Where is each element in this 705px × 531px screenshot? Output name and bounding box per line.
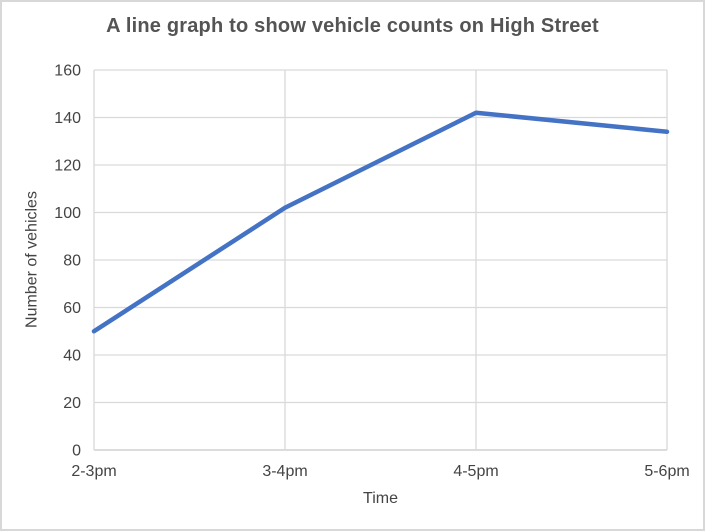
y-tick-label: 160 <box>54 63 81 80</box>
y-tick-label: 20 <box>63 395 81 412</box>
x-axis-title: Time <box>363 490 398 507</box>
y-tick-label: 40 <box>63 348 81 365</box>
y-tick-label: 140 <box>54 110 81 127</box>
y-tick-label: 120 <box>54 158 81 175</box>
y-tick-label: 0 <box>72 443 81 460</box>
x-category-label: 3-4pm <box>262 463 307 480</box>
x-category-label: 2-3pm <box>71 463 116 480</box>
chart-title: A line graph to show vehicle counts on H… <box>106 15 599 37</box>
data-line <box>91 110 670 334</box>
x-category-label: 4-5pm <box>453 463 498 480</box>
x-category-label: 5-6pm <box>644 463 689 480</box>
y-tick-label: 100 <box>54 205 81 222</box>
y-tick-label: 60 <box>63 300 81 317</box>
y-tick-label: 80 <box>63 253 81 270</box>
